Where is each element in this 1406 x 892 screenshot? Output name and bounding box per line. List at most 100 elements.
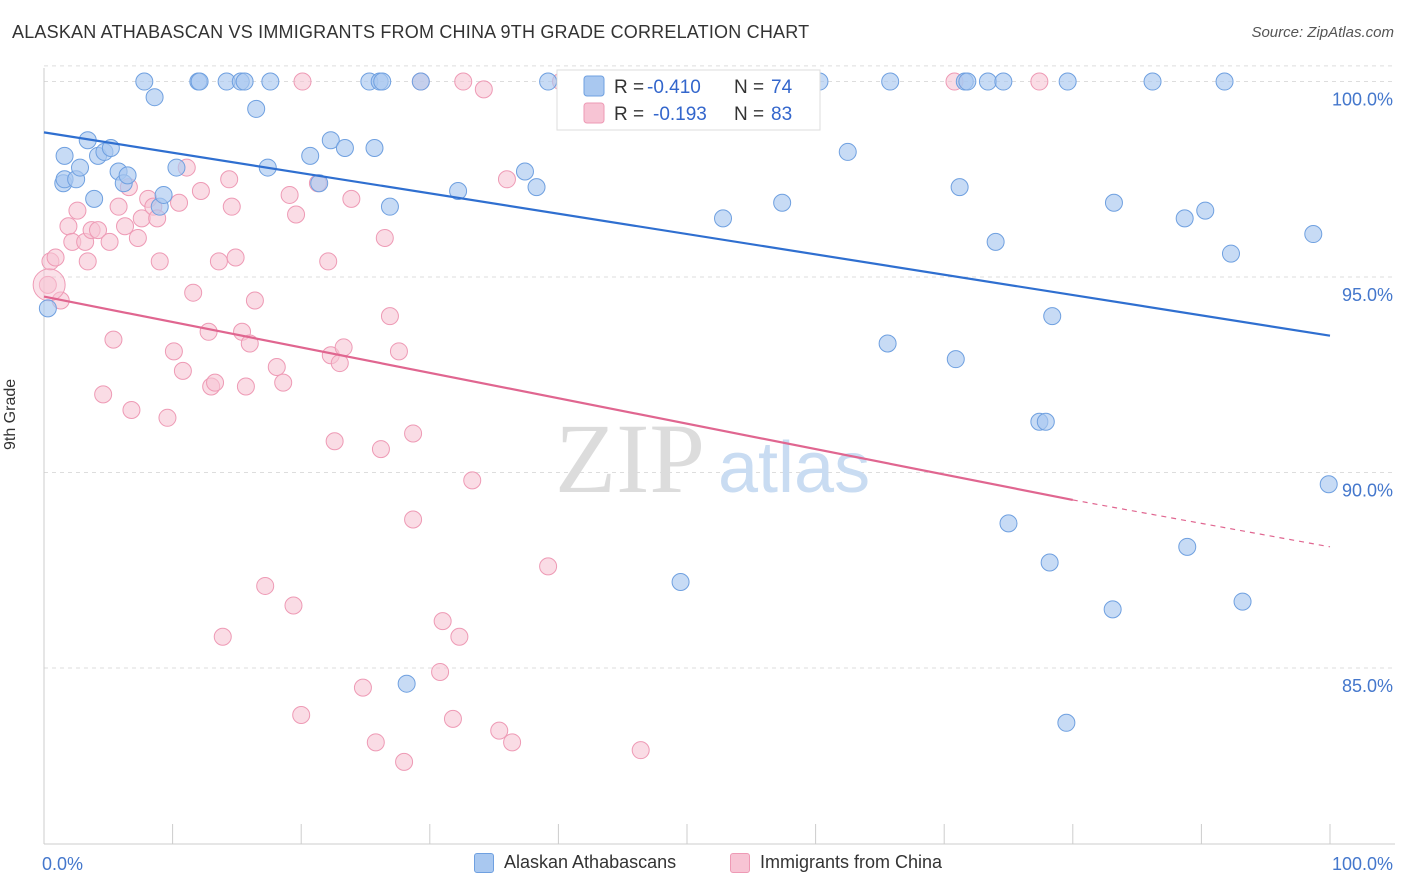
data-point-china — [164, 342, 183, 361]
source-label: Source: ZipAtlas.com — [1251, 24, 1394, 41]
data-point-china — [222, 197, 241, 216]
watermark-zip: ZIP — [555, 403, 705, 514]
data-point-china — [395, 752, 414, 771]
data-point-china — [389, 342, 408, 361]
data-point-athabascan — [1104, 193, 1123, 212]
data-point-china — [380, 307, 399, 326]
chart-title: ALASKAN ATHABASCAN VS IMMIGRANTS FROM CH… — [12, 22, 810, 42]
data-point-china — [94, 385, 113, 404]
data-point-athabascan — [55, 146, 74, 165]
data-point-china — [631, 741, 650, 760]
data-point-athabascan — [1175, 209, 1194, 228]
x-tick-label-end: 100.0% — [1332, 854, 1393, 874]
data-point-china — [122, 400, 141, 419]
data-point-china — [59, 217, 78, 236]
data-point-china — [68, 201, 87, 220]
data-point-china — [226, 248, 245, 267]
data-point-china — [292, 705, 311, 724]
data-point-china — [213, 627, 232, 646]
data-point-china — [463, 471, 482, 490]
y-tick-label: 90.0% — [1342, 481, 1393, 501]
data-point-athabascan — [714, 209, 733, 228]
legend-n-value-2: 83 — [771, 104, 792, 125]
data-point-china — [274, 373, 293, 392]
x-tick-label-start: 0.0% — [42, 854, 83, 874]
data-point-china — [404, 510, 423, 529]
data-point-athabascan — [1178, 537, 1197, 556]
data-point-china — [539, 557, 558, 576]
data-point-athabascan — [167, 158, 186, 177]
data-point-china — [245, 291, 264, 310]
y-tick-label: 85.0% — [1342, 676, 1393, 696]
data-point-athabascan — [261, 72, 280, 91]
data-point-china — [284, 596, 303, 615]
data-point-china — [89, 221, 108, 240]
data-point-athabascan — [1319, 475, 1338, 494]
data-point-china — [375, 228, 394, 247]
data-point-china — [236, 377, 255, 396]
data-point-china — [32, 268, 66, 302]
data-point-athabascan — [881, 72, 900, 91]
legend-box: R = -0.410 N = 74 R = -0.193 N = 83 — [556, 69, 821, 131]
series-alaskan-athabascans — [38, 72, 1338, 732]
trend-line-athabascans — [43, 131, 1331, 337]
data-point-athabascan — [986, 232, 1005, 251]
data-point-athabascan — [1040, 553, 1059, 572]
data-point-china — [431, 662, 450, 681]
data-point-china — [503, 733, 522, 752]
trend-lines — [43, 131, 1331, 548]
data-point-china — [342, 189, 361, 208]
data-point-china — [319, 252, 338, 271]
data-point-china — [256, 576, 275, 595]
data-point-athabascan — [145, 88, 164, 107]
data-point-athabascan — [38, 299, 57, 318]
data-point-china — [206, 373, 225, 392]
bottom-legend-label-china: Immigrants from China — [760, 852, 943, 872]
data-point-china — [353, 678, 372, 697]
data-point-athabascan — [1058, 72, 1077, 91]
legend-n-label-1: N = — [734, 77, 764, 98]
data-point-china — [404, 424, 423, 443]
legend-swatch-blue — [583, 75, 605, 97]
data-point-athabascan — [1196, 201, 1215, 220]
data-point-china — [158, 408, 177, 427]
data-point-athabascan — [999, 514, 1018, 533]
data-point-athabascan — [515, 162, 534, 181]
data-point-china — [116, 217, 135, 236]
series-immigrants-from-china — [32, 72, 1049, 771]
data-point-china — [191, 182, 210, 201]
data-point-athabascan — [247, 99, 266, 118]
legend-swatch-pink — [583, 102, 605, 124]
data-point-athabascan — [1304, 225, 1323, 244]
data-point-china — [240, 334, 259, 353]
data-point-athabascan — [773, 193, 792, 212]
data-point-china — [184, 283, 203, 302]
data-point-athabascan — [1036, 412, 1055, 431]
data-point-athabascan — [1043, 307, 1062, 326]
data-point-athabascan — [838, 142, 857, 161]
trend-line-china-extrapolated — [1072, 499, 1331, 548]
legend-r-label-1: R = — [614, 77, 644, 98]
bottom-legend-item-athabascans: Alaskan Athabascans — [474, 852, 676, 873]
data-point-china — [209, 252, 228, 271]
data-point-athabascan — [301, 146, 320, 165]
data-point-china — [454, 72, 473, 91]
data-point-china — [490, 721, 509, 740]
tick-labels: 85.0% 90.0% 95.0% 100.0% 0.0% 100.0% — [42, 90, 1393, 874]
data-point-china — [371, 440, 390, 459]
data-point-china — [109, 197, 128, 216]
data-point-athabascan — [71, 158, 90, 177]
data-point-athabascan — [1215, 72, 1234, 91]
legend-n-label-2: N = — [734, 104, 764, 125]
data-point-china — [497, 170, 516, 189]
data-point-athabascan — [946, 350, 965, 369]
legend-n-value-1: 74 — [771, 77, 793, 98]
data-point-athabascan — [950, 178, 969, 197]
data-point-athabascan — [1221, 244, 1240, 263]
data-point-china — [78, 252, 97, 271]
data-point-china — [267, 357, 286, 376]
data-point-athabascan — [118, 166, 137, 185]
trend-line-china — [43, 295, 1074, 501]
data-point-athabascan — [135, 72, 154, 91]
